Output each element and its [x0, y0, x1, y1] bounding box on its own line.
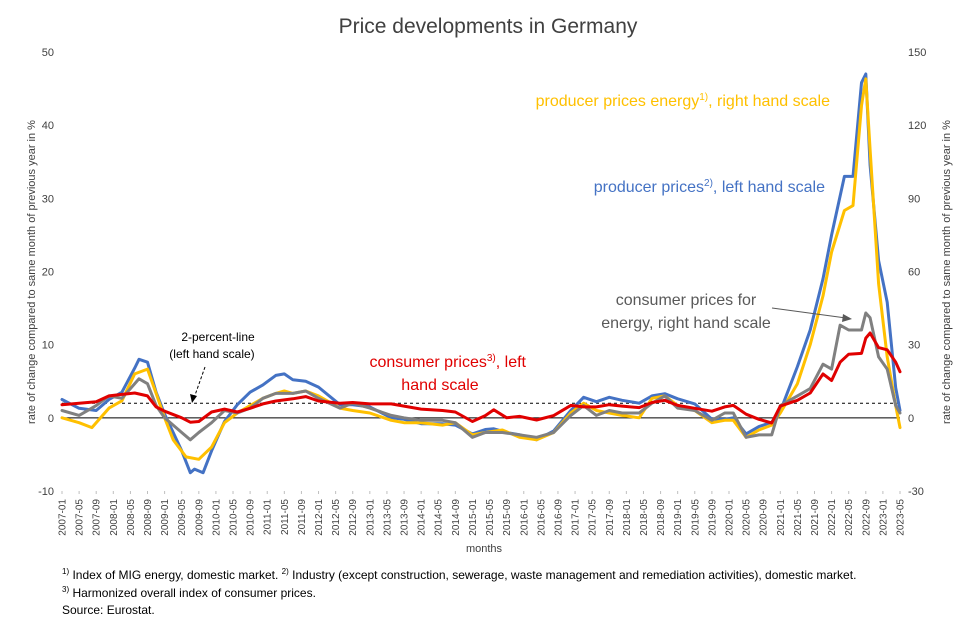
x-tick-label: 2017-09 [605, 499, 616, 536]
right-tick-label: -30 [908, 486, 924, 498]
right-y-axis: -30 0 30 60 90 120 150 [908, 47, 926, 498]
x-tick-label: 2020-09 [759, 499, 770, 536]
x-tick-label: 2010-09 [246, 499, 257, 536]
x-tick-label: 2012-09 [348, 499, 359, 536]
left-tick-label: 0 [48, 413, 54, 425]
two-percent-sublabel: (left hand scale) [169, 347, 254, 361]
consumer-prices-energy-line [60, 311, 902, 442]
x-tick-label: 2023-01 [878, 499, 889, 536]
x-tick-label: 2012-05 [331, 499, 342, 536]
left-tick-label: -10 [38, 486, 54, 498]
x-tick-label: 2020-01 [724, 499, 735, 536]
chart-title: Price developments in Germany [339, 15, 638, 38]
x-tick-label: 2020-05 [742, 499, 753, 536]
x-tick-label: 2013-01 [365, 499, 376, 536]
x-tick-label: 2017-01 [571, 499, 582, 536]
x-tick-label: 2014-09 [451, 499, 462, 536]
x-tick-label: 2009-01 [160, 499, 171, 536]
consumer-prices-annotation-line1: consumer prices3), left [369, 353, 526, 371]
x-axis: 2007-01 2007-05 2007-09 2008-01 2008-05 2008-… [58, 491, 907, 536]
x-tick-label: 2018-01 [622, 499, 633, 536]
x-tick-label: 2019-05 [690, 499, 701, 536]
x-tick-label: 2008-09 [143, 499, 154, 536]
consumer-energy-arrowhead [842, 314, 852, 322]
x-tick-label: 2016-01 [519, 499, 530, 536]
x-tick-label: 2008-05 [126, 499, 137, 536]
x-tick-label: 2010-01 [211, 499, 222, 536]
left-tick-label: 20 [42, 267, 54, 279]
right-tick-label: 150 [908, 47, 926, 59]
left-tick-label: 10 [42, 340, 54, 352]
right-tick-label: 60 [908, 267, 920, 279]
producer-prices-line [60, 72, 902, 475]
source-note: Source: Eurostat. [62, 603, 155, 617]
x-tick-label: 2017-05 [588, 499, 599, 536]
x-tick-label: 2022-01 [827, 499, 838, 536]
left-tick-label: 30 [42, 193, 54, 205]
x-tick-label: 2007-05 [75, 499, 86, 536]
x-tick-label: 2011-09 [297, 499, 308, 535]
consumer-prices-annotation-line2: hand scale [401, 377, 478, 394]
x-tick-label: 2015-05 [485, 499, 496, 536]
x-tick-label: 2018-05 [639, 499, 650, 536]
x-tick-label: 2021-01 [776, 499, 787, 536]
x-tick-label: 2008-01 [109, 499, 120, 536]
x-tick-label: 2021-05 [793, 499, 804, 536]
left-tick-label: 40 [42, 120, 54, 132]
series-lines [60, 72, 902, 475]
x-tick-label: 2016-05 [536, 499, 547, 536]
consumer-prices-line [60, 331, 902, 425]
x-tick-label: 2015-01 [468, 499, 479, 536]
x-tick-label: 2022-05 [844, 499, 855, 536]
left-tick-label: 50 [42, 47, 54, 59]
right-tick-label: 30 [908, 340, 920, 352]
right-tick-label: 0 [908, 413, 914, 425]
consumer-energy-arrow [771, 307, 847, 319]
x-tick-label: 2021-09 [810, 499, 821, 536]
x-tick-label: 2014-05 [434, 499, 445, 536]
two-percent-label: 2-percent-line [181, 330, 255, 344]
footnote-1-2: 1) Index of MIG energy, domestic market.… [62, 567, 857, 582]
two-percent-arrow [193, 366, 206, 399]
producer-energy-annotation: producer prices energy1), right hand sca… [536, 92, 831, 110]
x-axis-title: months [466, 543, 503, 555]
right-tick-label: 90 [908, 193, 920, 205]
x-tick-label: 2023-05 [896, 499, 907, 536]
right-axis-title: rate of change compared to same month of… [941, 120, 953, 424]
x-tick-label: 2011-05 [280, 499, 291, 535]
right-tick-label: 120 [908, 120, 926, 132]
left-y-axis: -10 0 10 20 30 40 50 [38, 47, 54, 498]
x-tick-label: 2009-05 [177, 499, 188, 536]
two-percent-arrowhead [190, 394, 197, 403]
x-tick-label: 2014-01 [417, 499, 428, 536]
x-tick-label: 2009-09 [194, 499, 205, 536]
x-tick-label: 2013-09 [400, 499, 411, 536]
x-tick-label: 2019-09 [707, 499, 718, 536]
producer-prices-annotation: producer prices2), left hand scale [594, 178, 825, 196]
x-tick-label: 2018-09 [656, 499, 667, 536]
left-axis-title: rate of change compared to same month of… [26, 120, 38, 424]
x-tick-label: 2022-09 [861, 499, 872, 536]
x-tick-label: 2010-05 [229, 499, 240, 536]
footnote-3: 3) Harmonized overall index of consumer … [62, 585, 316, 600]
x-tick-label: 2013-05 [382, 499, 393, 536]
consumer-energy-annotation-line2: energy, right hand scale [601, 315, 771, 332]
x-tick-label: 2007-01 [58, 499, 69, 536]
x-tick-label: 2019-01 [673, 499, 684, 536]
x-tick-label: 2007-09 [92, 499, 103, 536]
producer-prices-energy-line [60, 77, 902, 461]
x-tick-label: 2012-01 [314, 499, 325, 536]
x-tick-label: 2016-09 [553, 499, 564, 536]
consumer-energy-annotation-line1: consumer prices for [616, 292, 757, 309]
x-tick-label: 2015-09 [502, 499, 513, 536]
x-tick-label: 2011-01 [263, 499, 274, 535]
